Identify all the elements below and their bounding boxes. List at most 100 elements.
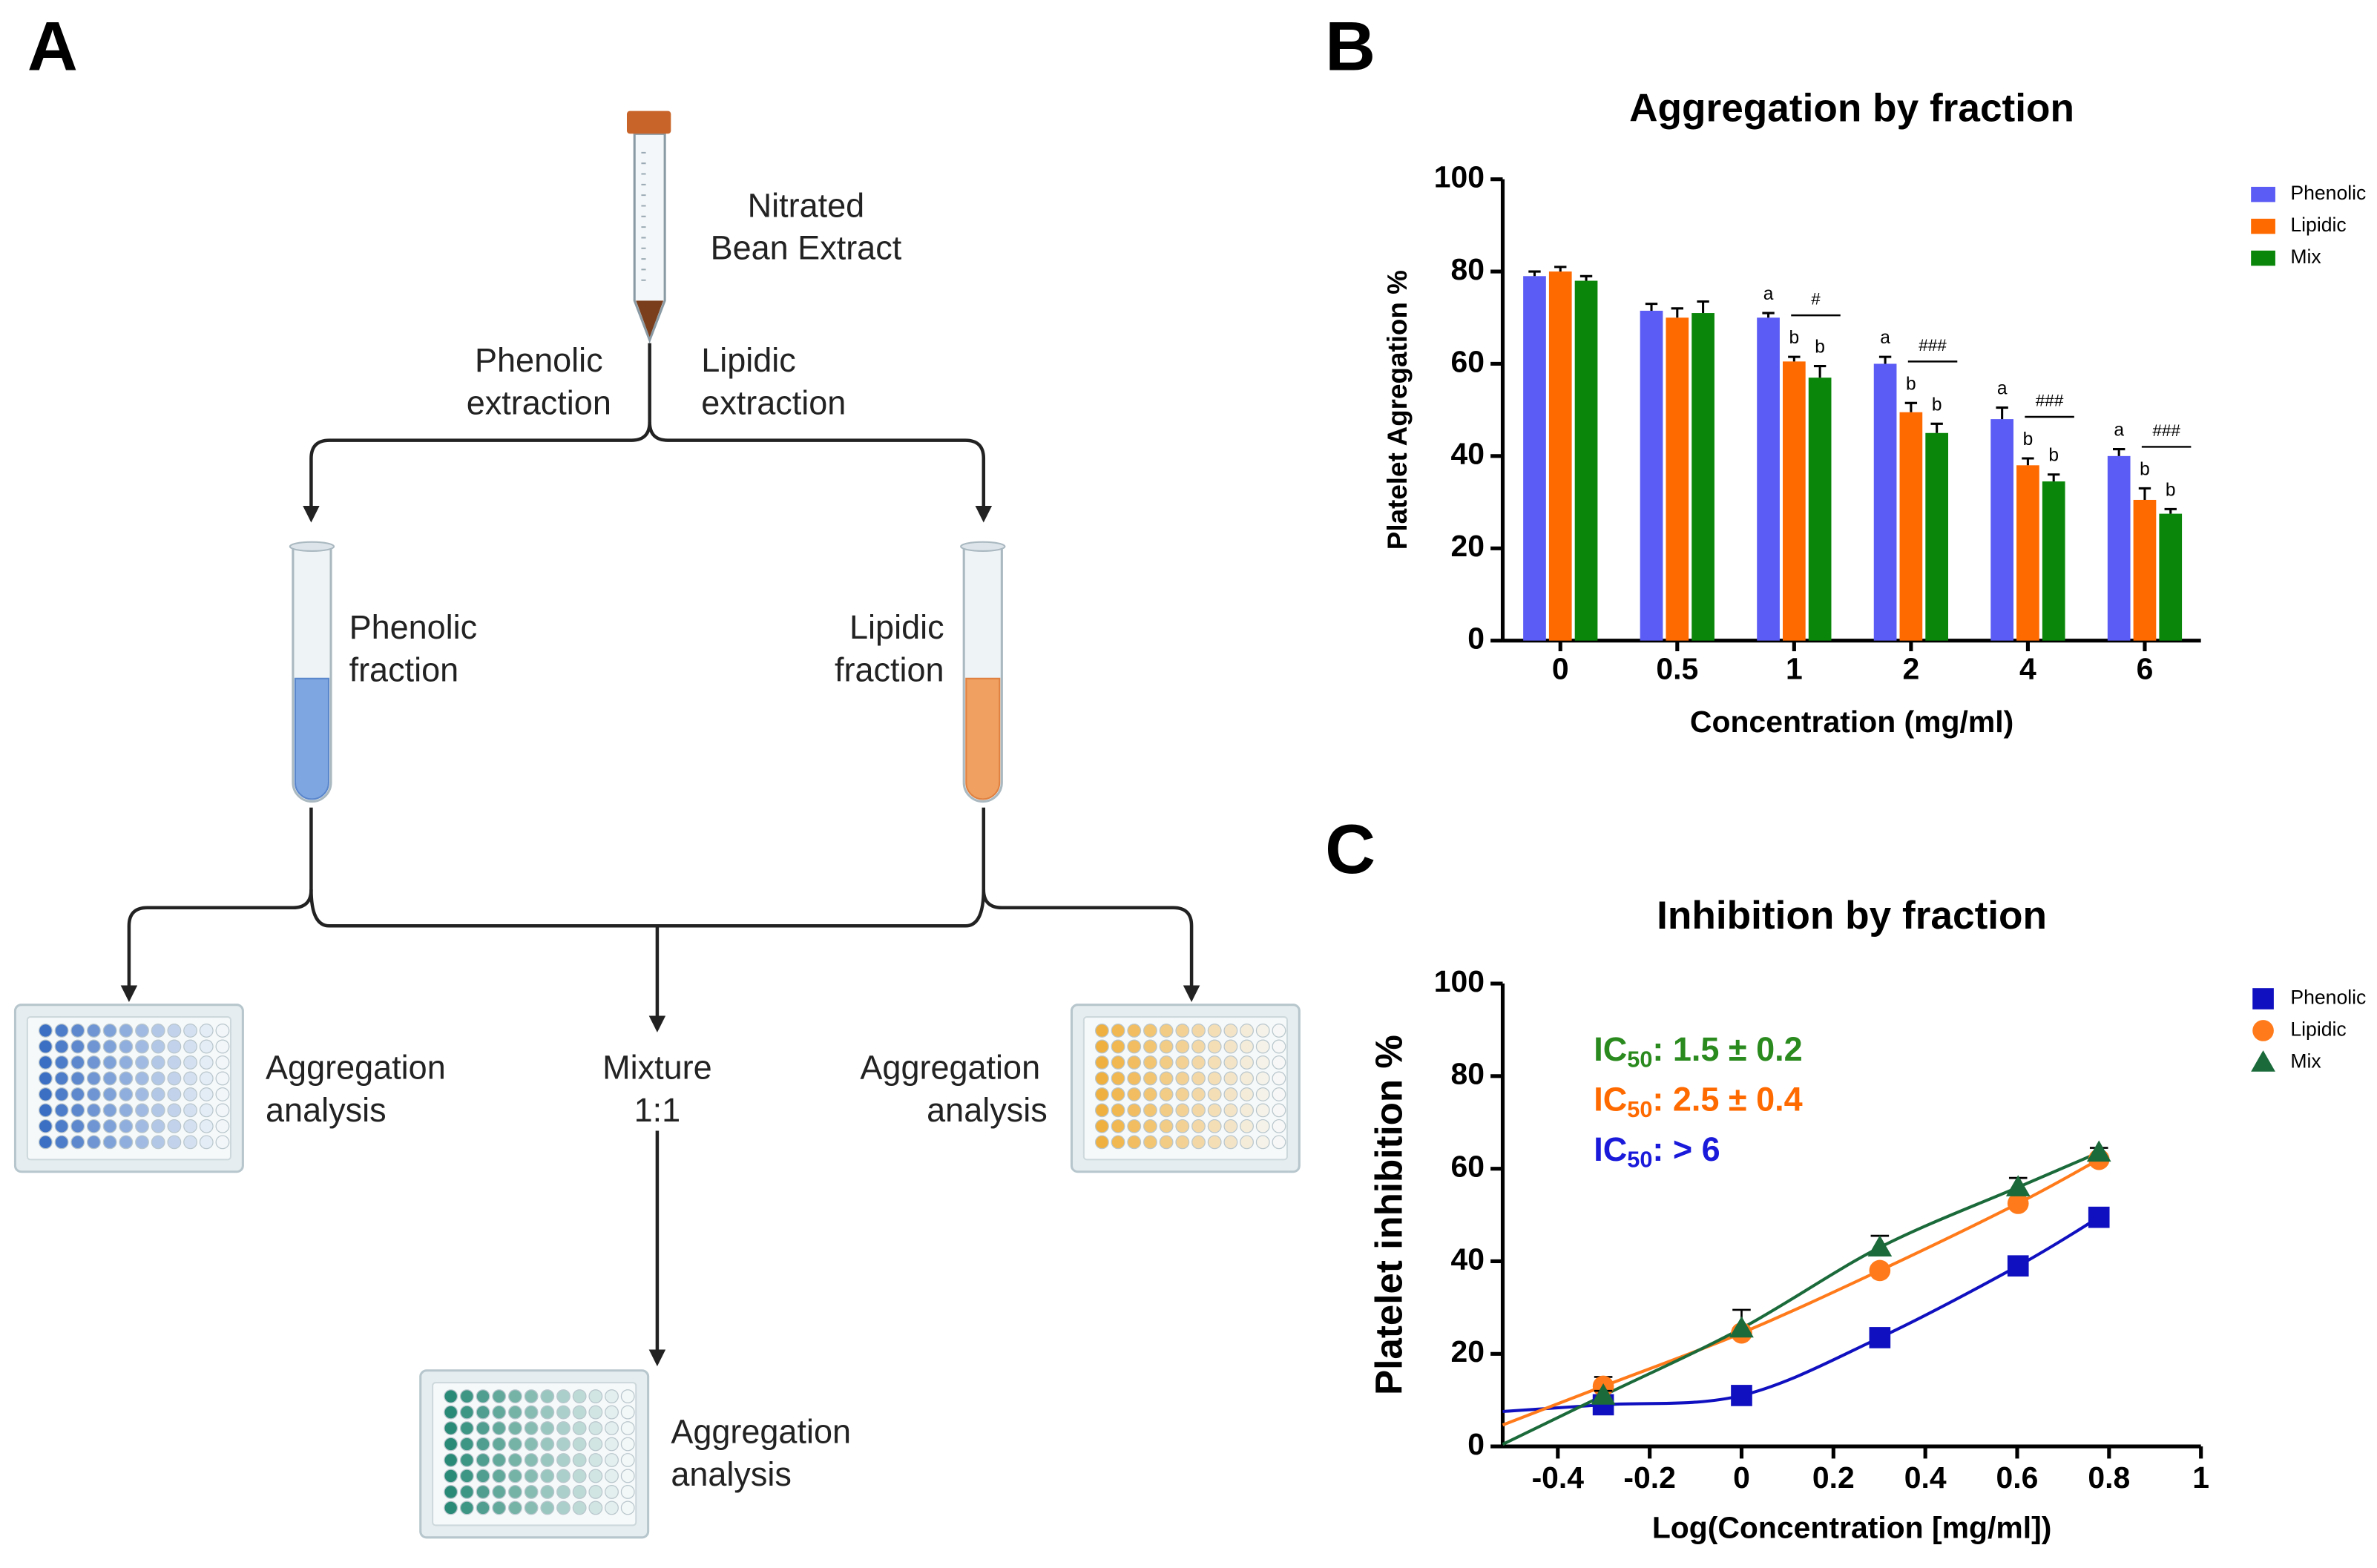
y-tick-label: 0: [1467, 1427, 1485, 1461]
well: [38, 1055, 53, 1070]
node-label: Aggregation: [266, 1049, 446, 1087]
tube-liquid: [294, 677, 329, 800]
well: [215, 1135, 230, 1150]
well: [135, 1055, 149, 1070]
well: [70, 1024, 85, 1038]
legend-label: Mix: [2290, 246, 2321, 268]
well: [1207, 1119, 1222, 1133]
well: [556, 1389, 571, 1403]
well: [215, 1024, 230, 1038]
well: [1127, 1119, 1142, 1133]
well: [1127, 1055, 1142, 1070]
well: [572, 1485, 587, 1499]
well: [167, 1055, 182, 1070]
tube-rim: [289, 541, 335, 552]
node-label: 1:1: [634, 1091, 681, 1129]
well: [605, 1437, 619, 1452]
well: [1159, 1119, 1174, 1133]
well: [1255, 1103, 1270, 1118]
group-letter: b: [1789, 328, 1800, 348]
well: [1240, 1119, 1254, 1133]
well: [444, 1469, 458, 1483]
node-label: fraction: [835, 651, 944, 689]
bar: [1990, 419, 2013, 641]
well: [1223, 1039, 1238, 1054]
test-tubes: [289, 541, 1006, 803]
well: [492, 1453, 507, 1467]
well: [102, 1055, 117, 1070]
well: [215, 1119, 230, 1133]
well: [1175, 1087, 1190, 1101]
well: [1207, 1087, 1222, 1101]
well: [1111, 1055, 1125, 1070]
group-letter: a: [1763, 284, 1774, 304]
annotation-part: 50: [1627, 1147, 1652, 1173]
tube-liquid: [965, 677, 1001, 800]
well: [87, 1055, 101, 1070]
bar: [1783, 361, 1806, 641]
well: [183, 1039, 197, 1054]
well: [588, 1469, 603, 1483]
legend-marker: [2252, 1020, 2274, 1041]
well: [507, 1469, 522, 1483]
well: [540, 1437, 555, 1452]
well: [183, 1103, 197, 1118]
connector: [648, 421, 993, 523]
well: [215, 1071, 230, 1086]
well: [1127, 1087, 1142, 1101]
well: [540, 1453, 555, 1467]
x-axis-label: Concentration (mg/ml): [1690, 705, 2013, 739]
well: [1094, 1119, 1109, 1133]
well: [199, 1103, 214, 1118]
tube-rim: [960, 541, 1006, 552]
well: [1207, 1103, 1222, 1118]
well: [183, 1119, 197, 1133]
well: [507, 1437, 522, 1452]
bar: [1523, 276, 1546, 641]
well: [183, 1055, 197, 1070]
group-letter: b: [2023, 429, 2034, 449]
bar: [2016, 465, 2039, 641]
well: [102, 1119, 117, 1133]
well: [556, 1501, 571, 1515]
y-tick-label: 40: [1450, 1242, 1485, 1276]
error-bar: [1813, 365, 1827, 378]
marker: [1869, 1327, 1891, 1348]
well: [54, 1103, 69, 1118]
node-label: Phenolic: [349, 608, 478, 646]
marker: [2086, 1140, 2111, 1162]
well: [1111, 1135, 1125, 1150]
well: [167, 1135, 182, 1150]
x-tick-label: 2: [1903, 651, 1920, 685]
well: [1191, 1055, 1206, 1070]
bar: [2133, 499, 2157, 641]
well: [572, 1469, 587, 1483]
well: [151, 1055, 165, 1070]
legend-swatch: [2251, 218, 2275, 234]
well: [556, 1453, 571, 1467]
well: [1094, 1103, 1109, 1118]
y-tick-label: 20: [1450, 529, 1485, 563]
well: [620, 1453, 635, 1467]
well: [119, 1087, 134, 1101]
well: [1191, 1039, 1206, 1054]
group-letter: b: [2166, 480, 2176, 500]
well: [1207, 1135, 1222, 1150]
bar: [1899, 412, 1923, 641]
legend-marker: [2251, 1050, 2275, 1072]
node-label: Mixture: [602, 1049, 712, 1087]
marker: [1729, 1316, 1754, 1338]
y-tick-label: 0: [1467, 621, 1485, 655]
well: [507, 1389, 522, 1403]
well: [38, 1087, 53, 1101]
well: [1175, 1039, 1190, 1054]
bar: [1873, 363, 1897, 641]
well: [1143, 1055, 1157, 1070]
well: [507, 1501, 522, 1515]
well: [507, 1421, 522, 1435]
well: [524, 1437, 539, 1452]
well: [444, 1437, 458, 1452]
significance-label: ###: [2036, 391, 2064, 409]
well: [87, 1039, 101, 1054]
well: [119, 1024, 134, 1038]
